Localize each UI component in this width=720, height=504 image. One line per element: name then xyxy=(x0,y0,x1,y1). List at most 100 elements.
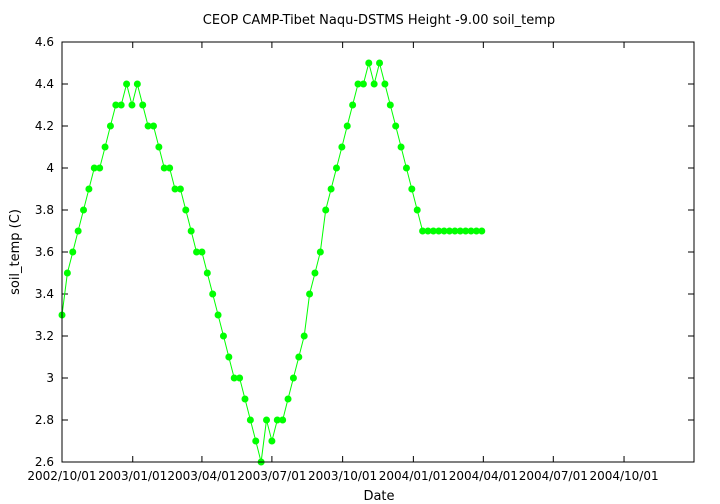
x-tick-label: 2003/10/01 xyxy=(308,469,377,483)
data-point xyxy=(392,122,400,130)
data-point xyxy=(349,101,357,109)
data-point xyxy=(419,227,427,235)
x-tick-label: 2003/01/01 xyxy=(98,469,167,483)
y-tick-label: 3.2 xyxy=(35,329,54,343)
data-point xyxy=(300,332,308,340)
data-point xyxy=(462,227,470,235)
data-point xyxy=(90,164,98,172)
y-tick-label: 3.4 xyxy=(35,287,54,301)
data-point xyxy=(166,164,174,172)
data-point xyxy=(289,374,297,382)
x-ticks: 2002/10/01 2003/01/01 2003/04/01 2003/07/01… xyxy=(27,42,659,483)
y-tick-label: 3.8 xyxy=(35,203,54,217)
data-point xyxy=(80,206,88,214)
data-point xyxy=(63,269,71,277)
data-point xyxy=(386,101,394,109)
data-point xyxy=(408,185,416,193)
y-ticks: 2.6 2.8 3 3.2 3.4 3.6 3.8 4 4.2 4.4 4.6 xyxy=(35,35,694,469)
chart-title: CEOP CAMP-Tibet Naqu-DSTMS Height -9.00 … xyxy=(203,13,555,28)
data-point xyxy=(176,185,184,193)
y-tick-label: 4.6 xyxy=(35,35,54,49)
data-point xyxy=(112,101,120,109)
x-tick-label: 2004/07/01 xyxy=(519,469,588,483)
data-point xyxy=(128,101,136,109)
y-tick-label: 3 xyxy=(46,371,54,385)
data-point xyxy=(155,143,163,151)
data-point xyxy=(327,185,335,193)
data-point xyxy=(316,248,324,256)
plot-frame xyxy=(61,41,695,463)
data-point xyxy=(311,269,319,277)
data-point xyxy=(225,353,233,361)
data-point xyxy=(338,143,346,151)
x-tick-label: 2002/10/01 xyxy=(27,469,96,483)
data-point xyxy=(279,416,287,424)
data-point xyxy=(209,290,217,298)
data-point xyxy=(144,122,152,130)
y-tick-label: 2.8 xyxy=(35,413,54,427)
x-tick-label: 2004/01/01 xyxy=(379,469,448,483)
data-point xyxy=(284,395,292,403)
x-axis-label: Date xyxy=(363,489,394,504)
data-point xyxy=(160,164,168,172)
x-tick-label: 2004/04/01 xyxy=(449,469,518,483)
data-point xyxy=(171,185,179,193)
data-point xyxy=(263,416,271,424)
y-tick-label: 4.2 xyxy=(35,119,54,133)
data-point xyxy=(268,437,276,445)
x-tick-label: 2003/04/01 xyxy=(167,469,236,483)
data-point xyxy=(306,290,314,298)
data-point xyxy=(273,416,281,424)
series-layer xyxy=(58,59,486,466)
data-point xyxy=(252,437,260,445)
data-point xyxy=(376,59,384,67)
data-point xyxy=(241,395,249,403)
data-point xyxy=(214,311,222,319)
data-point xyxy=(451,227,459,235)
data-point xyxy=(236,374,244,382)
data-point xyxy=(370,80,378,88)
data-point xyxy=(467,227,475,235)
data-point xyxy=(101,143,109,151)
data-point xyxy=(187,227,195,235)
data-point xyxy=(381,80,389,88)
data-point xyxy=(456,227,464,235)
data-point xyxy=(182,206,190,214)
data-point xyxy=(446,227,454,235)
data-point xyxy=(429,227,437,235)
data-point xyxy=(149,122,157,130)
x-tick-label: 2004/10/01 xyxy=(589,469,658,483)
data-point xyxy=(332,164,340,172)
data-point xyxy=(472,227,480,235)
x-tick-label: 2003/07/01 xyxy=(237,469,306,483)
data-point xyxy=(365,59,373,67)
data-point xyxy=(117,101,125,109)
data-point xyxy=(424,227,432,235)
data-point xyxy=(435,227,443,235)
data-point xyxy=(343,122,351,130)
data-point xyxy=(440,227,448,235)
data-point xyxy=(246,416,254,424)
data-point xyxy=(193,248,201,256)
data-point xyxy=(123,80,131,88)
y-tick-label: 2.6 xyxy=(35,455,54,469)
data-point xyxy=(413,206,421,214)
data-point xyxy=(397,143,405,151)
data-point xyxy=(359,80,367,88)
data-point xyxy=(74,227,82,235)
data-point xyxy=(402,164,410,172)
data-point xyxy=(219,332,227,340)
y-tick-label: 3.6 xyxy=(35,245,54,259)
data-point xyxy=(198,248,206,256)
data-point xyxy=(230,374,238,382)
series-line xyxy=(61,62,482,463)
data-point xyxy=(322,206,330,214)
data-point xyxy=(133,80,141,88)
y-tick-label: 4 xyxy=(46,161,54,175)
data-point xyxy=(69,248,77,256)
data-point xyxy=(96,164,104,172)
data-point xyxy=(354,80,362,88)
data-point xyxy=(203,269,211,277)
data-point xyxy=(478,227,486,235)
